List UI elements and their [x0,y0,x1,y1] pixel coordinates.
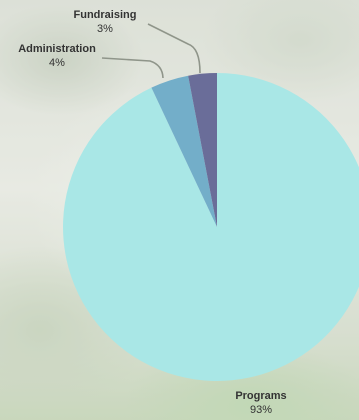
slice-label-fundraising: Fundraising [74,9,137,21]
pie-slice-administration [151,75,217,227]
slice-value-administration: 4% [49,57,65,69]
slice-value-fundraising: 3% [97,23,113,35]
slice-value-programs: 93% [250,404,272,416]
pie-slice-programs [63,73,359,381]
slice-label-programs: Programs [235,390,286,402]
leader-line-fundraising [147,23,201,74]
pie-slice-fundraising [188,73,217,227]
slice-label-administration: Administration [18,43,96,55]
leader-line-administration [101,57,164,79]
